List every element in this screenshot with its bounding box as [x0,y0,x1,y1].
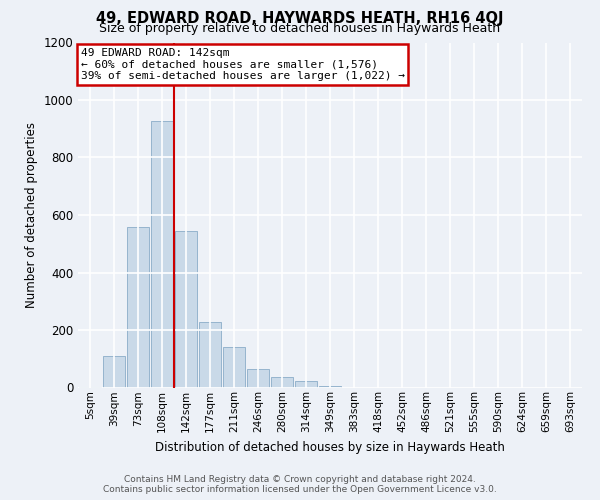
Text: Contains HM Land Registry data © Crown copyright and database right 2024.
Contai: Contains HM Land Registry data © Crown c… [103,474,497,494]
Bar [151,120,173,388]
Y-axis label: Number of detached properties: Number of detached properties [25,122,38,308]
Text: 49 EDWARD ROAD: 142sqm
← 60% of detached houses are smaller (1,576)
39% of semi-: 49 EDWARD ROAD: 142sqm ← 60% of detached… [80,48,404,81]
Bar [175,232,197,388]
Bar [79,386,101,388]
X-axis label: Distribution of detached houses by size in Haywards Heath: Distribution of detached houses by size … [155,440,505,454]
Bar [199,322,221,388]
Bar [223,347,245,388]
Bar [127,228,149,388]
Bar [247,370,269,388]
Bar [295,381,317,388]
Bar [319,386,341,388]
Bar [103,356,125,388]
Text: Size of property relative to detached houses in Haywards Heath: Size of property relative to detached ho… [100,22,500,35]
Bar [271,378,293,388]
Text: 49, EDWARD ROAD, HAYWARDS HEATH, RH16 4QJ: 49, EDWARD ROAD, HAYWARDS HEATH, RH16 4Q… [96,11,504,26]
